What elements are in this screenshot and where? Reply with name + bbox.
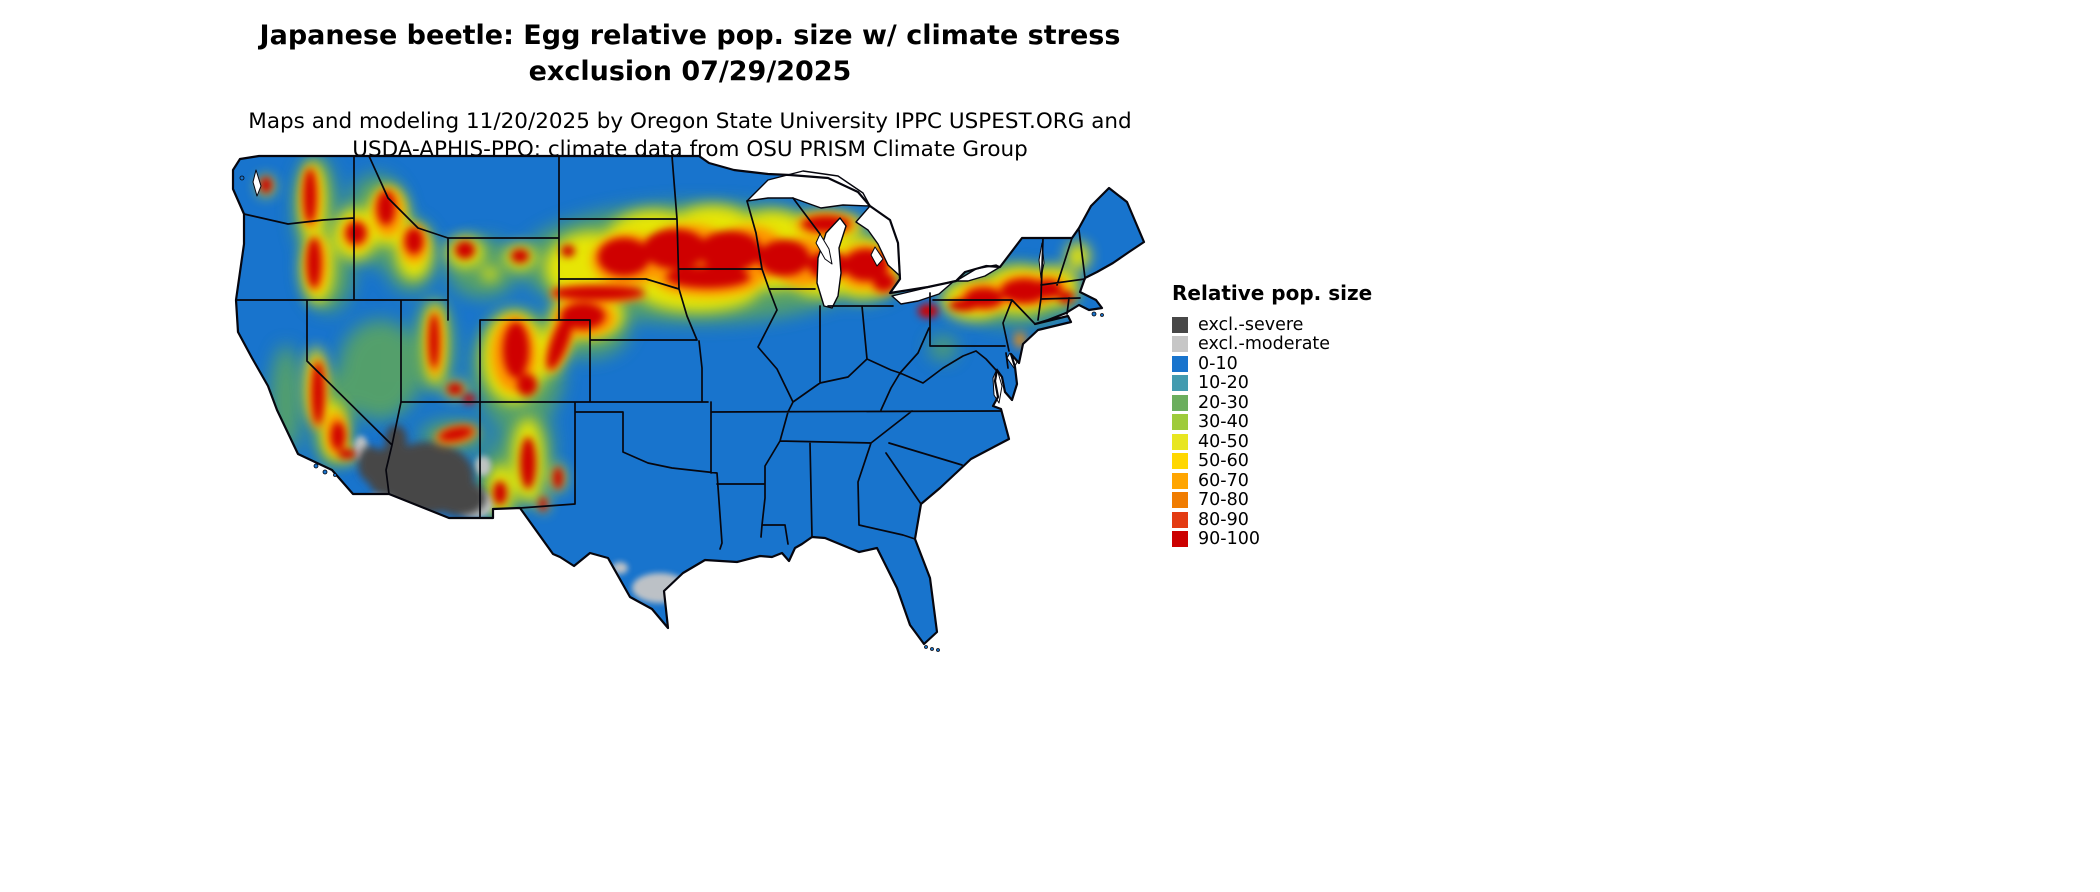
great-lakes xyxy=(252,169,1045,404)
map-title-line1: Japanese beetle: Egg relative pop. size … xyxy=(259,20,1121,51)
figure-header: Japanese beetle: Egg relative pop. size … xyxy=(0,18,1380,164)
legend-item: excl.-moderate xyxy=(1172,334,1372,355)
legend-item-label: excl.-moderate xyxy=(1198,334,1331,355)
legend-color-swatch xyxy=(1172,414,1188,431)
map-title-line2: exclusion 07/29/2025 xyxy=(528,56,852,88)
legend-item-label: 50-60 xyxy=(1198,451,1249,472)
legend-item: 90-100 xyxy=(1172,529,1372,550)
legend-item: 10-20 xyxy=(1172,373,1372,394)
legend-item-label: 90-100 xyxy=(1198,529,1260,550)
map-subtitle-line1: Maps and modeling 11/20/2025 by Oregon S… xyxy=(248,108,1132,134)
legend-items: excl.-severe excl.-moderate 0-10 10-20 2… xyxy=(1172,315,1372,549)
legend-item-label: 10-20 xyxy=(1198,373,1249,394)
legend-item: 20-30 xyxy=(1172,393,1372,413)
legend-item-label: 40-50 xyxy=(1198,431,1249,452)
us-map xyxy=(228,148,1146,660)
us-map-svg xyxy=(231,154,1146,652)
legend-item-label: 30-40 xyxy=(1198,412,1249,433)
population-raster-layer xyxy=(258,156,1090,609)
green-bay xyxy=(815,233,833,265)
legend-item: 60-70 xyxy=(1172,471,1372,491)
legend-item: 30-40 xyxy=(1172,412,1372,433)
legend-item-label: excl.-severe xyxy=(1198,314,1304,335)
legend-item: 80-90 xyxy=(1172,510,1372,530)
map-subtitle: Maps and modeling 11/20/2025 by Oregon S… xyxy=(0,108,1380,164)
map-title: Japanese beetle: Egg relative pop. size … xyxy=(0,18,1380,91)
legend-item-label: 20-30 xyxy=(1198,392,1249,413)
legend-title: Relative pop. size xyxy=(1172,281,1373,305)
legend-item: 50-60 xyxy=(1172,451,1372,472)
legend-color-swatch xyxy=(1172,355,1188,372)
legend-color-swatch xyxy=(1172,492,1188,509)
legend-color-swatch xyxy=(1172,394,1188,411)
legend-color-swatch xyxy=(1172,511,1188,528)
legend-item-label: 0-10 xyxy=(1198,353,1238,374)
lake-erie xyxy=(891,280,955,305)
legend-color-swatch xyxy=(1172,453,1188,470)
legend: Relative pop. size excl.-severe excl.-mo… xyxy=(1172,281,1372,549)
legend-item: 40-50 xyxy=(1172,432,1372,452)
puget-sound xyxy=(252,169,262,197)
legend-color-swatch xyxy=(1172,336,1188,353)
saginaw-bay xyxy=(870,246,884,267)
raster-highest-values xyxy=(260,169,1074,511)
legend-color-swatch xyxy=(1172,531,1188,548)
legend-color-swatch xyxy=(1172,375,1188,392)
legend-item: excl.-severe xyxy=(1172,315,1372,335)
legend-color-swatch xyxy=(1172,433,1188,450)
coastal-islands xyxy=(239,175,1104,652)
legend-item: 70-80 xyxy=(1172,490,1372,511)
legend-item-label: 60-70 xyxy=(1198,470,1249,491)
legend-color-swatch xyxy=(1172,472,1188,489)
legend-item-label: 80-90 xyxy=(1198,509,1249,530)
legend-item-label: 70-80 xyxy=(1198,490,1249,511)
state-borders xyxy=(235,155,1086,550)
legend-color-swatch xyxy=(1172,316,1188,333)
raster-exclusion-severe xyxy=(358,425,486,516)
legend-item: 0-10 xyxy=(1172,354,1372,374)
